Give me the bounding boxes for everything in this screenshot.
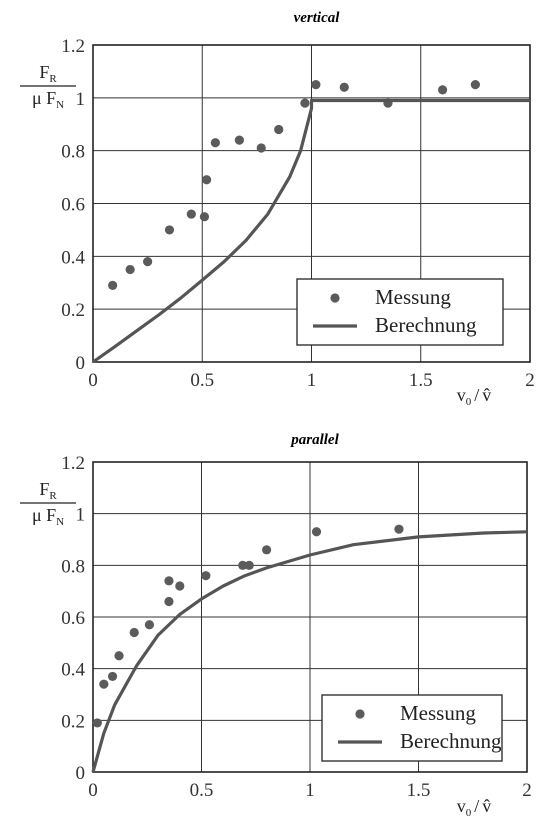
legend-label-berechnung: Berechnung <box>400 729 502 753</box>
data-point-messung <box>175 581 185 591</box>
x-label-b: v̂ <box>482 385 491 405</box>
x-label-a-sub: 0 <box>466 396 472 408</box>
legend-label-berechnung: Berechnung <box>375 313 477 337</box>
y-tick-label: 1 <box>76 89 86 110</box>
x-tick-label: 1.5 <box>409 370 433 391</box>
data-point-messung <box>274 124 284 135</box>
series-line-berechnung <box>92 98 530 364</box>
x-label-a: v <box>457 385 466 405</box>
data-point-messung <box>164 225 175 235</box>
legend: Messung Berechnung <box>321 694 503 762</box>
x-tick-label: 1 <box>307 370 317 391</box>
x-tick-label: 2 <box>522 780 532 801</box>
data-point-messung <box>438 85 448 95</box>
x-tick-label: 1.5 <box>407 780 431 801</box>
y-tick-label: 1 <box>76 505 86 526</box>
y-label-num-sub: R <box>49 73 57 85</box>
plot-frame <box>92 44 531 363</box>
data-point-messung <box>108 280 118 290</box>
chart-title: vertical <box>294 10 341 26</box>
legend-box <box>321 694 503 762</box>
data-point-messung <box>339 82 349 92</box>
data-point-messung <box>107 671 118 682</box>
data-point-messung <box>300 98 310 108</box>
y-label-num: F <box>39 62 49 82</box>
legend: Messung Berechnung <box>296 278 504 346</box>
legend-marker-messung <box>330 293 340 303</box>
plot-frame <box>92 461 528 773</box>
x-label-b: v̂ <box>482 796 491 816</box>
legend-box <box>296 278 504 346</box>
legend-label-messung: Messung <box>400 701 476 725</box>
chart-title: parallel <box>289 432 339 448</box>
data-point-messung <box>202 175 212 185</box>
svg-text:FR: FR <box>39 62 57 85</box>
x-tick-label: 0.5 <box>190 370 214 391</box>
y-label-den: μ F <box>32 505 56 525</box>
data-point-messung <box>92 718 102 728</box>
x-tick-label: 2 <box>525 370 535 391</box>
y-tick-label: 0.4 <box>61 247 85 268</box>
y-tick-label: 0.2 <box>61 711 85 732</box>
y-label-den: μ F <box>32 88 56 108</box>
data-point-messung <box>238 560 248 570</box>
svg-text:FR: FR <box>39 479 57 502</box>
data-point-messung <box>164 596 174 607</box>
data-point-messung <box>256 143 266 153</box>
x-axis-label: v0/v̂ <box>457 796 492 819</box>
y-tick-label: 0.8 <box>61 556 85 577</box>
y-tick-label: 0.8 <box>61 142 85 163</box>
y-tick-label: 1.2 <box>61 36 85 57</box>
svg-text:μ FN: μ FN <box>32 88 64 111</box>
x-tick-label: 0 <box>88 780 98 801</box>
y-axis-label: FRμ FN <box>20 479 76 528</box>
data-point-messung <box>99 679 109 689</box>
data-point-messung <box>201 571 211 581</box>
legend-label-messung: Messung <box>375 285 451 309</box>
y-tick-label: 0.2 <box>61 300 85 321</box>
y-tick-label: 0 <box>76 763 86 784</box>
data-point-messung <box>311 527 322 537</box>
x-label-sep: / <box>474 796 479 816</box>
y-label-den-sub: N <box>56 516 64 528</box>
data-point-messung <box>394 524 404 534</box>
data-point-messung <box>311 80 321 90</box>
data-point-messung <box>199 212 210 222</box>
data-point-messung <box>262 545 272 555</box>
data-point-messung <box>144 620 155 630</box>
series-line-berechnung <box>91 530 528 773</box>
data-point-messung <box>244 560 254 570</box>
legend-marker-messung <box>355 709 365 719</box>
x-label-a-sub: 0 <box>466 807 472 819</box>
data-point-messung <box>164 576 174 586</box>
x-tick-label: 0 <box>88 370 98 391</box>
y-label-den-sub: N <box>56 99 64 111</box>
data-point-messung <box>114 651 124 661</box>
x-label-sep: / <box>474 385 479 405</box>
y-tick-label: 0 <box>76 353 86 374</box>
y-label-num: F <box>39 479 49 499</box>
y-label-num-sub: R <box>49 490 57 502</box>
data-point-messung <box>143 257 153 267</box>
y-tick-label: 0.4 <box>61 660 85 681</box>
data-point-messung <box>129 627 139 638</box>
x-tick-label: 1 <box>305 780 315 801</box>
y-tick-label: 0.6 <box>61 608 85 629</box>
x-tick-label: 0.5 <box>190 780 214 801</box>
y-tick-label: 1.2 <box>61 453 85 474</box>
data-point-messung <box>125 264 135 275</box>
y-axis-label: FRμ FN <box>20 62 76 111</box>
data-point-messung <box>210 138 220 148</box>
x-axis-label: v0/v̂ <box>457 385 492 408</box>
y-tick-label: 0.6 <box>61 195 85 216</box>
data-point-messung <box>470 80 480 90</box>
x-label-a: v <box>457 796 466 816</box>
svg-text:μ FN: μ FN <box>32 505 64 528</box>
data-point-messung <box>234 135 244 145</box>
data-point-messung <box>186 209 196 219</box>
